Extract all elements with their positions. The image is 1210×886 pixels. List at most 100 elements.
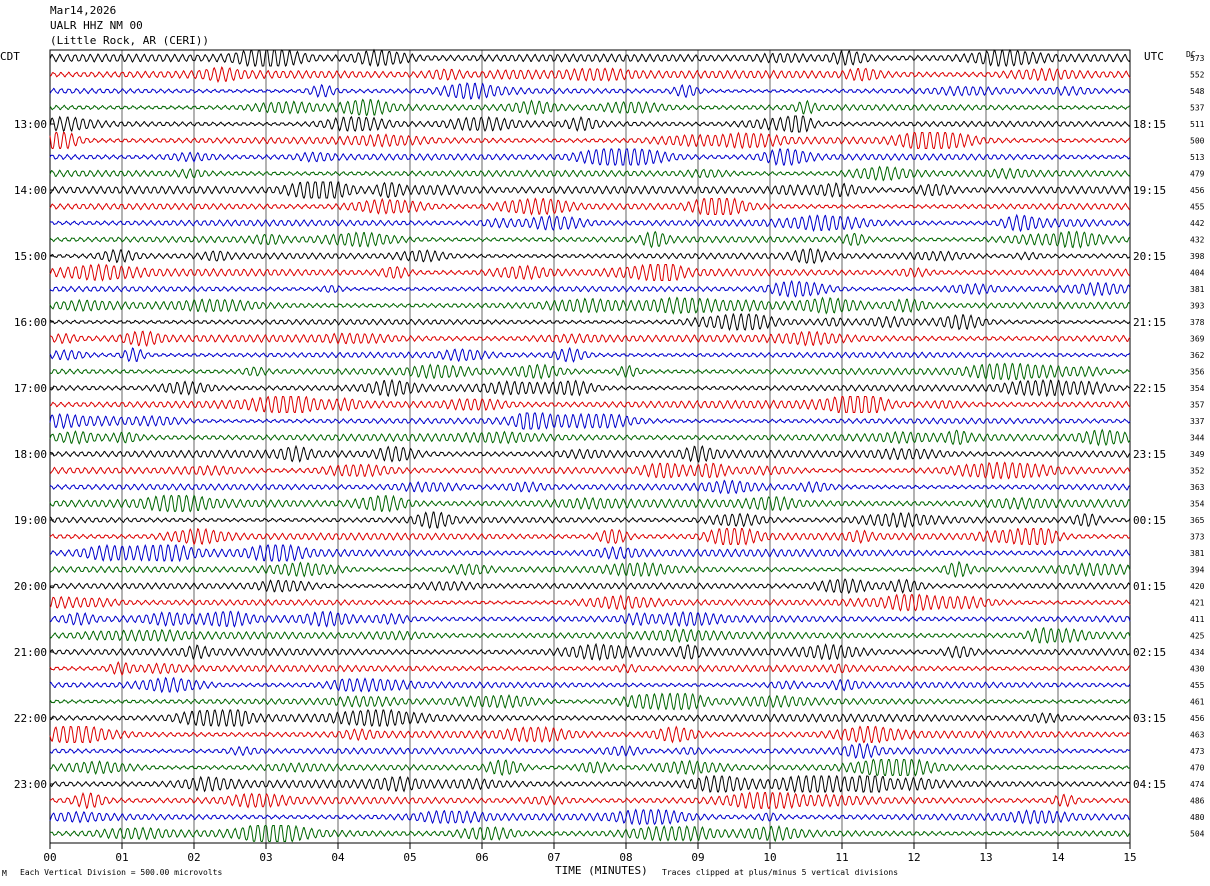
- trace-line: [49, 115, 1131, 133]
- dc-offset-value: 479: [1190, 170, 1205, 179]
- trace-line: [49, 395, 1131, 414]
- trace-line: [49, 527, 1131, 546]
- dc-offset-value: 421: [1190, 599, 1205, 608]
- trace-line: [49, 511, 1131, 530]
- dc-offset-value: 442: [1190, 219, 1205, 228]
- trace-line: [49, 692, 1131, 711]
- trace-line: [49, 48, 1131, 68]
- dc-offset-value: 470: [1190, 764, 1205, 773]
- right-timezone-label: UTC: [1144, 50, 1164, 63]
- dc-offset-value: 480: [1190, 813, 1205, 822]
- corner-mark: M: [2, 869, 7, 878]
- x-tick-label: 04: [331, 851, 345, 864]
- utc-time-label: 19:15: [1133, 184, 1166, 197]
- vertical-division-note: Each Vertical Division = 500.00 microvol…: [20, 868, 222, 877]
- trace-line: [49, 428, 1131, 447]
- dc-offset-value: 337: [1190, 417, 1205, 426]
- trace-line: [49, 560, 1131, 578]
- clip-note: Traces clipped at plus/minus 5 vertical …: [662, 868, 898, 877]
- dc-offset-value: 398: [1190, 252, 1205, 261]
- dc-offset-value: 369: [1190, 335, 1205, 344]
- dc-offset-value: 363: [1190, 483, 1205, 492]
- dc-offset-value: 357: [1190, 401, 1205, 410]
- seismic-traces: [49, 48, 1131, 843]
- x-tick-label: 07: [547, 851, 560, 864]
- x-tick-label: 02: [187, 851, 200, 864]
- trace-line: [49, 791, 1131, 810]
- dc-offset-value: 356: [1190, 368, 1205, 377]
- dc-offset-value: 349: [1190, 450, 1205, 459]
- trace-line: [49, 279, 1131, 298]
- cdt-time-label: 23:00: [14, 778, 47, 791]
- dc-offset-value: 434: [1190, 648, 1205, 657]
- trace-line: [49, 213, 1131, 233]
- cdt-time-labels: 13:00 14:00 15:00 16:00 17:00 18:00 19:00 20:00…: [14, 118, 54, 791]
- dc-offset-value: 456: [1190, 186, 1205, 195]
- trace-line: [49, 66, 1131, 84]
- cdt-time-label: 18:00: [14, 448, 47, 461]
- trace-line: [49, 362, 1131, 381]
- cdt-time-label: 20:00: [14, 580, 47, 593]
- trace-line: [49, 578, 1131, 595]
- trace-line: [49, 708, 1131, 727]
- dc-offset-value: 425: [1190, 632, 1205, 641]
- trace-line: [49, 378, 1131, 398]
- trace-line: [49, 824, 1131, 843]
- dc-offset-value: 486: [1190, 797, 1205, 806]
- trace-line: [49, 479, 1131, 495]
- x-tick-label: 10: [763, 851, 776, 864]
- dc-offset-value: 394: [1190, 566, 1205, 575]
- trace-line: [49, 774, 1131, 794]
- utc-time-labels: 18:15 19:15 20:15 21:15 22:15 23:15 00:15 01:15…: [1133, 118, 1166, 791]
- x-tick-label: 01: [115, 851, 128, 864]
- station-location: (Little Rock, AR (CERI)): [50, 34, 209, 47]
- trace-line: [49, 626, 1131, 644]
- dc-offset-value: 381: [1190, 549, 1205, 558]
- utc-time-label: 23:15: [1133, 448, 1166, 461]
- dc-offset-value: 461: [1190, 698, 1205, 707]
- utc-time-label: 00:15: [1133, 514, 1166, 527]
- dc-offset-value: 344: [1190, 434, 1205, 443]
- dc-offset-value: 430: [1190, 665, 1205, 674]
- utc-time-label: 21:15: [1133, 316, 1166, 329]
- dc-offset-labels: 573 552 548 537 511 500 513 479 456 455 442 432 398 4…: [1190, 54, 1205, 839]
- dc-offset-value: 548: [1190, 87, 1205, 96]
- cdt-time-label: 14:00: [14, 184, 47, 197]
- trace-line: [49, 131, 1131, 150]
- trace-line: [49, 247, 1131, 265]
- trace-line: [49, 593, 1131, 612]
- dc-offset-value: 463: [1190, 731, 1205, 740]
- trace-line: [49, 725, 1131, 744]
- dc-offset-value: 362: [1190, 351, 1205, 360]
- x-tick-label: 12: [907, 851, 920, 864]
- dc-offset-value: 500: [1190, 137, 1205, 146]
- x-tick-label: 11: [835, 851, 848, 864]
- dc-offset-value: 504: [1190, 830, 1205, 839]
- x-tick-label: 08: [619, 851, 632, 864]
- trace-line: [49, 543, 1131, 563]
- utc-time-label: 20:15: [1133, 250, 1166, 263]
- trace-line: [49, 312, 1131, 332]
- utc-time-label: 18:15: [1133, 118, 1166, 131]
- utc-time-label: 02:15: [1133, 646, 1166, 659]
- trace-line: [49, 181, 1131, 199]
- record-date: Mar14,2026: [50, 4, 116, 17]
- dc-offset-value: 537: [1190, 104, 1205, 113]
- cdt-time-label: 15:00: [14, 250, 47, 263]
- minute-gridlines: [121, 50, 1059, 843]
- utc-time-label: 01:15: [1133, 580, 1166, 593]
- left-timezone-label: CDT: [0, 50, 20, 63]
- cdt-time-label: 13:00: [14, 118, 47, 131]
- dc-offset-value: 393: [1190, 302, 1205, 311]
- x-axis-label: TIME (MINUTES): [555, 864, 648, 877]
- utc-time-label: 22:15: [1133, 382, 1166, 395]
- x-tick-label: 06: [475, 851, 488, 864]
- x-tick-label: 00: [43, 851, 56, 864]
- dc-offset-value: 381: [1190, 285, 1205, 294]
- cdt-time-label: 17:00: [14, 382, 47, 395]
- dc-offset-value: 573: [1190, 54, 1205, 63]
- dc-offset-value: 455: [1190, 681, 1205, 690]
- x-tick-label: 03: [259, 851, 272, 864]
- trace-line: [49, 461, 1131, 480]
